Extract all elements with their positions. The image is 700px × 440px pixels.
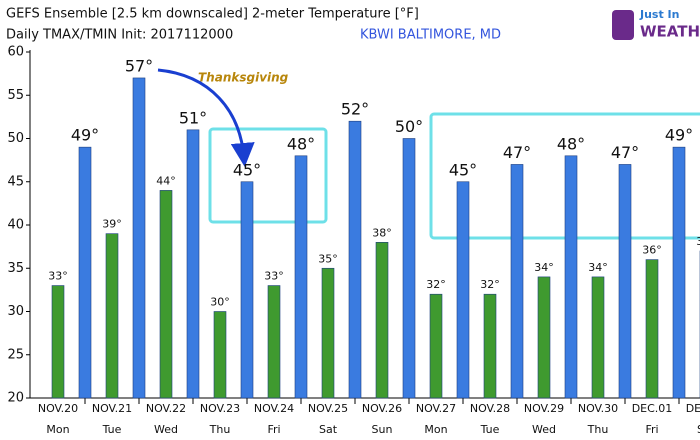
x-weekday-label: Wed bbox=[154, 423, 178, 436]
x-weekday-label: Mon bbox=[424, 423, 447, 436]
value-label: 39° bbox=[102, 218, 122, 231]
x-tick-label: DEC.02 bbox=[686, 402, 700, 415]
bar bbox=[645, 259, 659, 399]
value-label: 49° bbox=[665, 126, 693, 145]
y-tick-label: 50 bbox=[7, 131, 24, 146]
bar bbox=[510, 164, 524, 399]
logo-text: Just In bbox=[639, 8, 679, 21]
bar bbox=[402, 138, 416, 399]
value-label: 30° bbox=[210, 296, 230, 309]
value-label: 34° bbox=[588, 261, 608, 274]
station-label: KBWI BALTIMORE, MD bbox=[360, 28, 501, 43]
y-tick-label: 45 bbox=[7, 174, 24, 189]
x-tick-label: NOV.30 bbox=[578, 402, 618, 415]
highlight-box bbox=[208, 127, 328, 224]
bar bbox=[240, 181, 254, 399]
value-label: 49° bbox=[71, 126, 99, 145]
x-tick-label: NOV.29 bbox=[524, 402, 564, 415]
bar bbox=[375, 242, 389, 399]
value-label: 33° bbox=[48, 270, 68, 283]
y-tick-label: 35 bbox=[7, 261, 24, 276]
x-weekday-label: Sun bbox=[372, 423, 393, 436]
value-label: 38° bbox=[372, 226, 392, 239]
value-label: 35° bbox=[318, 252, 338, 265]
logo-icon bbox=[612, 10, 634, 40]
value-label: 52° bbox=[341, 100, 369, 119]
value-label: 45° bbox=[449, 160, 477, 179]
value-label: 44° bbox=[156, 174, 176, 187]
x-weekday-label: Thu bbox=[209, 423, 231, 436]
bar bbox=[294, 155, 308, 399]
value-label: 37° bbox=[696, 235, 700, 248]
x-tick-label: NOV.20 bbox=[38, 402, 78, 415]
x-weekday-label: Thu bbox=[587, 423, 609, 436]
value-label: 33° bbox=[264, 270, 284, 283]
annotation-arrow bbox=[157, 68, 255, 167]
chart-title: GEFS Ensemble [2.5 km downscaled] 2-mete… bbox=[6, 7, 419, 22]
value-label: 32° bbox=[480, 278, 500, 291]
y-tick-label: 25 bbox=[7, 347, 24, 362]
x-weekday-label: Tue bbox=[480, 423, 500, 436]
value-label: 32° bbox=[426, 278, 446, 291]
x-weekday-label: Sat bbox=[319, 423, 338, 436]
x-weekday-label: Fri bbox=[645, 423, 658, 436]
y-tick-label: 60 bbox=[7, 45, 24, 60]
x-tick-label: NOV.27 bbox=[416, 402, 456, 415]
value-label: 34° bbox=[534, 261, 554, 274]
bar bbox=[78, 146, 92, 399]
bar bbox=[456, 181, 470, 399]
x-weekday-label: Tue bbox=[102, 423, 122, 436]
chart-subtitle: Daily TMAX/TMIN Init: 2017112000 bbox=[6, 28, 233, 43]
bar bbox=[618, 164, 632, 399]
x-tick-label: NOV.23 bbox=[200, 402, 240, 415]
x-tick-label: DEC.01 bbox=[632, 402, 673, 415]
y-tick-label: 55 bbox=[7, 88, 24, 103]
bar bbox=[213, 311, 227, 399]
value-label: 48° bbox=[287, 134, 315, 153]
bar bbox=[132, 77, 146, 399]
x-weekday-label: Fri bbox=[267, 423, 280, 436]
bar bbox=[564, 155, 578, 399]
bar bbox=[537, 276, 551, 399]
x-tick-label: NOV.28 bbox=[470, 402, 510, 415]
value-label: 51° bbox=[179, 108, 207, 127]
x-weekday-label: Wed bbox=[532, 423, 556, 436]
logo: Just In WEATHER bbox=[612, 8, 700, 41]
value-label: 57° bbox=[125, 56, 153, 75]
y-tick-label: 20 bbox=[7, 391, 24, 406]
y-tick-label: 40 bbox=[7, 218, 24, 233]
x-tick-label: NOV.22 bbox=[146, 402, 186, 415]
value-label: 36° bbox=[642, 244, 662, 257]
bar bbox=[51, 285, 65, 399]
value-label: 47° bbox=[611, 143, 639, 162]
x-tick-label: NOV.26 bbox=[362, 402, 402, 415]
value-label: 45° bbox=[233, 160, 261, 179]
bar bbox=[348, 120, 362, 399]
bar bbox=[483, 293, 497, 399]
bar bbox=[105, 233, 119, 399]
logo-text: WEATHER bbox=[640, 23, 700, 41]
value-label: 48° bbox=[557, 134, 585, 153]
bar bbox=[159, 190, 173, 399]
x-tick-label: NOV.24 bbox=[254, 402, 294, 415]
x-weekday-label: Mon bbox=[46, 423, 69, 436]
bar bbox=[267, 285, 281, 399]
x-tick-label: NOV.25 bbox=[308, 402, 348, 415]
value-label: 50° bbox=[395, 117, 423, 136]
bar bbox=[591, 276, 605, 399]
x-weekday-label: Sat bbox=[697, 423, 700, 436]
x-tick-label: NOV.21 bbox=[92, 402, 132, 415]
bar bbox=[429, 293, 443, 399]
bar bbox=[186, 129, 200, 399]
annotation: Thanksgiving bbox=[198, 71, 289, 85]
y-tick-label: 30 bbox=[7, 304, 24, 319]
value-label: 47° bbox=[503, 143, 531, 162]
bar bbox=[672, 146, 686, 399]
bar bbox=[321, 267, 335, 399]
